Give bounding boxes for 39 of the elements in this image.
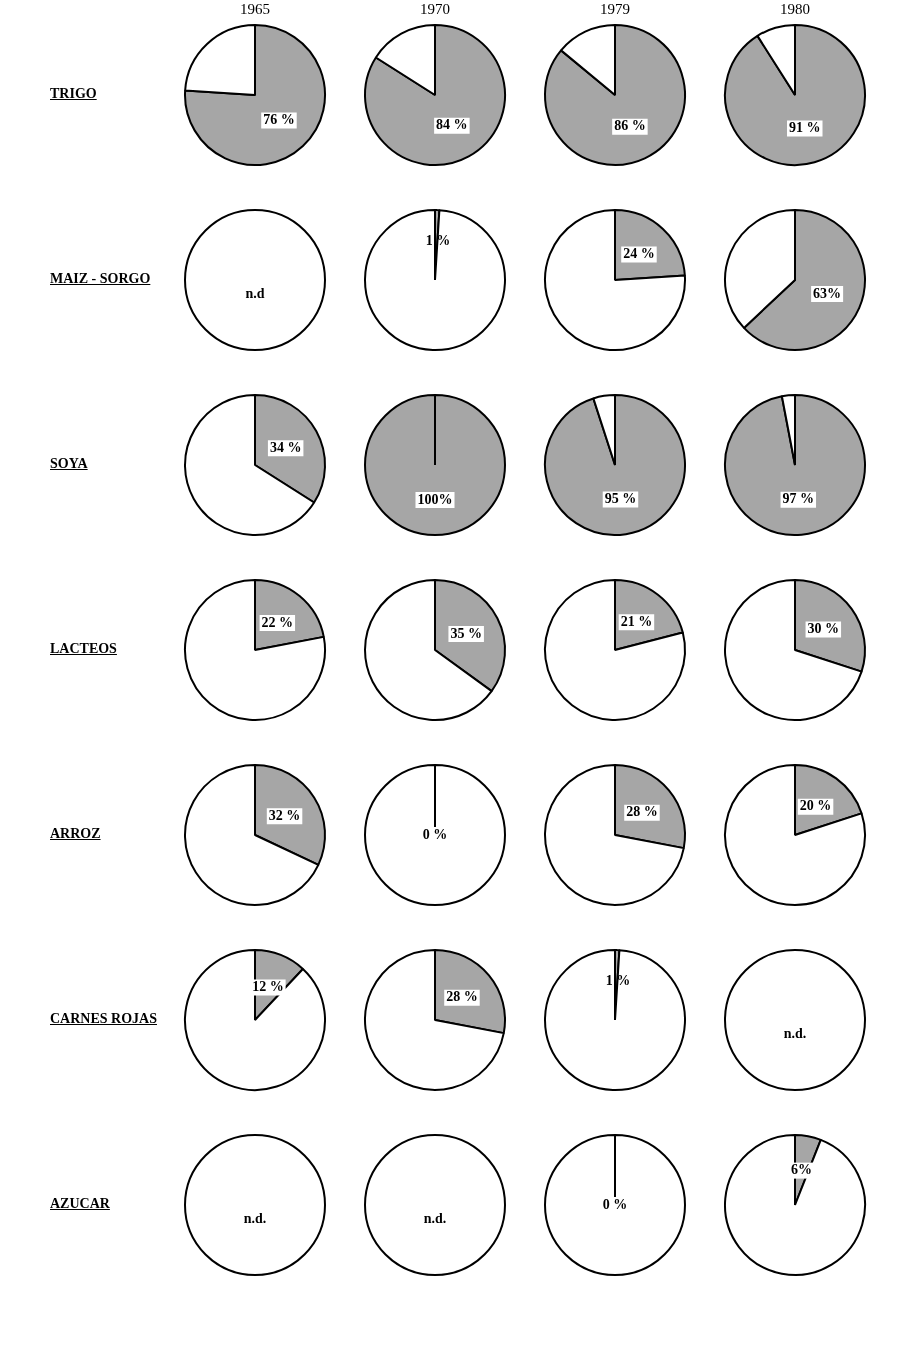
data-label: 91 %	[789, 120, 821, 136]
chart-title: 1980	[780, 0, 810, 19]
data-label: 22 %	[261, 614, 294, 630]
data-label: 20 %	[799, 798, 832, 814]
data-label: 84 %	[436, 117, 468, 133]
empty-circle: n.d.	[724, 949, 866, 1091]
data-label: 6%	[791, 1162, 813, 1178]
data-label: 34 %	[269, 439, 302, 455]
text: TRIGO	[50, 86, 97, 101]
text: AZUCAR	[50, 1196, 110, 1211]
data-label: 95 %	[604, 491, 637, 507]
data-label: 32 %	[268, 807, 301, 823]
data-label: 1 %	[425, 232, 451, 248]
data-label: 24 %	[623, 246, 655, 262]
text: 0 %	[602, 1196, 628, 1212]
empty-circle: n.d.	[184, 1134, 326, 1276]
data-label: 30 %	[807, 621, 840, 637]
data-label: 35 %	[450, 625, 482, 641]
data-label: 28 %	[446, 989, 478, 1005]
text: SOYA	[50, 456, 88, 471]
data-label: 12 %	[252, 979, 284, 995]
text: MAIZ - SORGO	[50, 271, 151, 286]
chart-title: 1979	[600, 0, 630, 19]
data-label: 100%	[417, 491, 453, 507]
data-label: 86 %	[614, 118, 646, 134]
empty-circle: n.d	[184, 209, 326, 351]
text: CARNES ROJAS	[50, 1011, 157, 1026]
text: LACTEOS	[50, 641, 117, 656]
data-label: 21 %	[620, 613, 653, 629]
text: ARROZ	[50, 826, 101, 841]
text: 0 %	[422, 826, 448, 842]
empty-circle: n.d.	[364, 1134, 506, 1276]
chart-title: 1965	[240, 0, 270, 19]
data-label: 76 %	[263, 112, 295, 128]
data-label: 1 %	[605, 972, 631, 988]
data-label: 63%	[813, 285, 842, 301]
data-label: 97 %	[782, 491, 815, 507]
data-label: 28 %	[626, 804, 658, 820]
chart-title: 1970	[420, 0, 450, 19]
